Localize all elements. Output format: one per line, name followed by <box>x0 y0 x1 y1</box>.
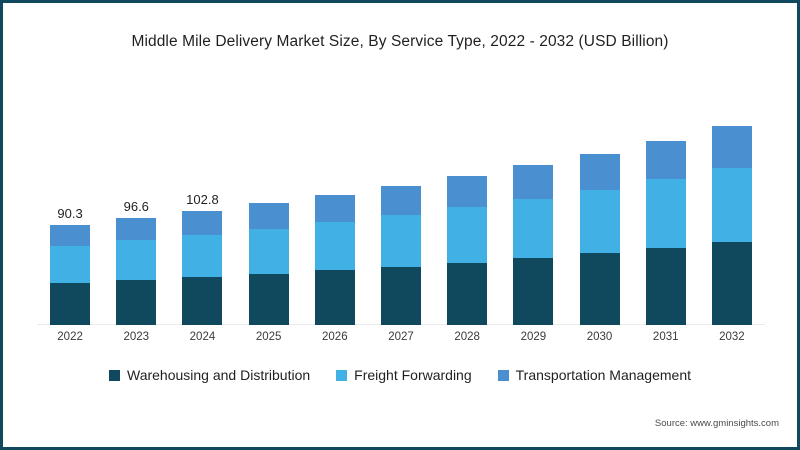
legend-swatch-icon <box>109 369 120 381</box>
bar-group-2026[interactable] <box>314 89 355 325</box>
bar-segment-freight-forwarding-2029[interactable] <box>513 198 554 258</box>
legend-label: Transportation Management <box>515 367 691 383</box>
bar-stack <box>513 165 554 325</box>
bar-group-2027[interactable] <box>381 89 421 325</box>
legend-swatch-icon <box>497 369 509 381</box>
bar-segment-transportation-management-2030[interactable] <box>579 153 620 190</box>
bar-segment-freight-forwarding-2026[interactable] <box>314 222 355 271</box>
x-tick-2023: 2023 <box>123 331 150 343</box>
bar-segment-transportation-management-2026[interactable] <box>314 195 355 223</box>
bar-segment-warehousing-and-distribution-2024[interactable] <box>182 277 223 325</box>
bar-segment-warehousing-and-distribution-2031[interactable] <box>645 247 686 325</box>
x-tick-2027: 2027 <box>388 331 414 343</box>
bar-segment-warehousing-and-distribution-2027[interactable] <box>381 266 421 325</box>
bar-segment-freight-forwarding-2023[interactable] <box>116 240 157 280</box>
chart-title: Middle Mile Delivery Market Size, By Ser… <box>131 33 669 50</box>
bar-segment-transportation-management-2029[interactable] <box>513 165 554 199</box>
bar-segment-transportation-management-2031[interactable] <box>645 140 686 180</box>
bar-segment-warehousing-and-distribution-2028[interactable] <box>447 262 488 325</box>
bar-value-label-2022: 90.3 <box>57 205 83 221</box>
bar-value-label-2024: 102.8 <box>186 191 219 207</box>
bar-group-2030[interactable] <box>579 89 620 325</box>
bar-segment-freight-forwarding-2030[interactable] <box>579 189 620 253</box>
x-tick-2026: 2026 <box>322 331 348 343</box>
bar-group-2031[interactable] <box>645 89 686 325</box>
bar-stack <box>381 186 421 325</box>
bar-stack <box>447 176 488 325</box>
bar-segment-freight-forwarding-2031[interactable] <box>645 179 686 248</box>
bar-group-2022[interactable]: 90.3 <box>50 89 91 325</box>
x-tick-2022: 2022 <box>57 331 83 343</box>
bar-stack <box>50 224 91 325</box>
bar-group-2029[interactable] <box>513 89 554 325</box>
bar-stack <box>116 217 157 325</box>
bar-stack <box>182 210 223 325</box>
x-tick-2024: 2024 <box>189 331 216 343</box>
bar-stack <box>314 195 355 325</box>
bar-segment-warehousing-and-distribution-2022[interactable] <box>50 282 91 325</box>
bar-stack <box>711 126 752 325</box>
legend-label: Freight Forwarding <box>354 367 472 383</box>
x-axis-tick-labels: 2022 2023 2024 2025 2026 2027 2028 2029 2030 2031… <box>37 331 765 351</box>
source-attribution: Source: www.gminsights.com <box>654 418 779 429</box>
x-tick-2032: 2032 <box>719 331 745 343</box>
bar-segment-freight-forwarding-2022[interactable] <box>50 245 91 283</box>
bar-segment-freight-forwarding-2027[interactable] <box>381 215 421 267</box>
bar-stack <box>645 140 686 325</box>
chart-legend: Warehousing and Distribution Freight Forw… <box>3 367 797 383</box>
bar-group-2025[interactable] <box>248 89 289 325</box>
x-tick-2031: 2031 <box>652 331 679 343</box>
bar-segment-transportation-management-2032[interactable] <box>711 126 752 169</box>
bar-segment-warehousing-and-distribution-2032[interactable] <box>711 241 752 325</box>
bar-stack <box>248 203 289 325</box>
bar-segment-transportation-management-2023[interactable] <box>116 217 157 241</box>
bar-segment-transportation-management-2024[interactable] <box>182 210 223 235</box>
bar-segment-freight-forwarding-2028[interactable] <box>447 207 488 263</box>
legend-item-warehousing-and-distribution[interactable]: Warehousing and Distribution <box>109 367 310 383</box>
plot-area: 90.3 96.6 102.8 <box>37 89 765 325</box>
x-tick-2030: 2030 <box>586 331 613 343</box>
bar-segment-freight-forwarding-2024[interactable] <box>182 234 223 278</box>
bar-group-2028[interactable] <box>447 89 488 325</box>
bar-segment-warehousing-and-distribution-2023[interactable] <box>116 279 157 325</box>
bar-stack <box>579 153 620 325</box>
bar-group-2023[interactable]: 96.6 <box>116 89 157 325</box>
bar-segment-warehousing-and-distribution-2030[interactable] <box>579 252 620 325</box>
x-tick-2025: 2025 <box>255 331 282 343</box>
x-tick-2029: 2029 <box>520 331 547 343</box>
bar-segment-transportation-management-2028[interactable] <box>447 176 488 208</box>
x-tick-2028: 2028 <box>454 331 480 343</box>
bar-segment-warehousing-and-distribution-2029[interactable] <box>513 257 554 325</box>
bar-group-2024[interactable]: 102.8 <box>182 89 223 325</box>
bar-segment-freight-forwarding-2032[interactable] <box>711 168 752 242</box>
bar-segment-freight-forwarding-2025[interactable] <box>248 228 289 274</box>
bar-segment-transportation-management-2022[interactable] <box>50 224 91 246</box>
legend-item-transportation-management[interactable]: Transportation Management <box>497 367 691 383</box>
legend-item-freight-forwarding[interactable]: Freight Forwarding <box>336 367 472 383</box>
legend-label: Warehousing and Distribution <box>127 367 311 383</box>
bar-group-2032[interactable] <box>711 89 752 325</box>
bar-segment-transportation-management-2027[interactable] <box>381 186 421 216</box>
bar-segment-warehousing-and-distribution-2025[interactable] <box>248 273 289 325</box>
legend-swatch-icon <box>336 369 348 381</box>
bar-segment-transportation-management-2025[interactable] <box>248 203 289 229</box>
bar-segment-warehousing-and-distribution-2026[interactable] <box>314 270 355 325</box>
bar-value-label-2023: 96.6 <box>123 198 149 214</box>
